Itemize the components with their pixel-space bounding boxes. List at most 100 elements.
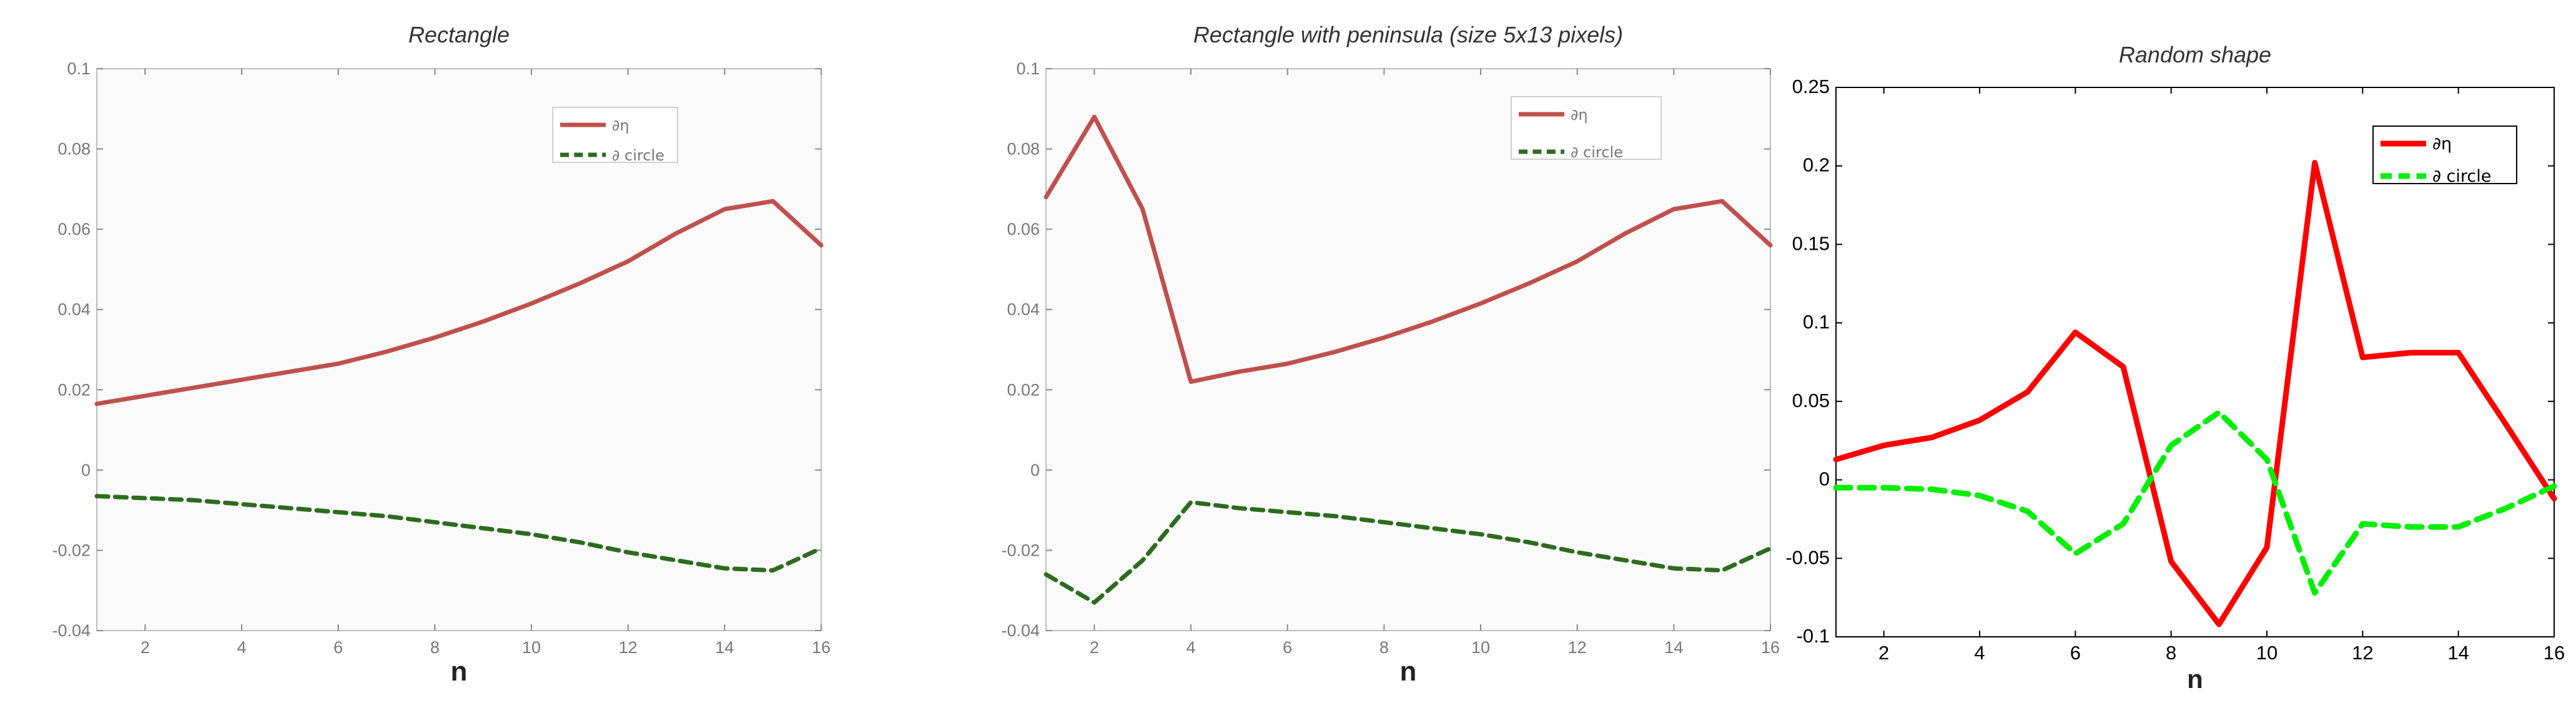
- data-point: [2027, 391, 2028, 393]
- x-tick-label: 4: [1186, 638, 1195, 657]
- y-tick-label: 0: [1030, 461, 1040, 479]
- data-point: [2362, 523, 2363, 524]
- data-point: [1142, 560, 1143, 561]
- data-point: [2266, 459, 2268, 460]
- legend-label: ∂η: [2432, 134, 2452, 154]
- y-tick-label: -0.02: [52, 541, 91, 559]
- chart-panel-rectangle-with-peninsula: Rectangle with peninsula (size 5x13 pixe…: [1001, 22, 1780, 687]
- y-tick-label: 0: [81, 461, 91, 479]
- y-tick-label: 0.08: [57, 140, 91, 159]
- legend-label: ∂ circle: [612, 147, 664, 164]
- y-tick-label: -0.04: [1001, 621, 1040, 640]
- plot-area: [1045, 68, 1771, 631]
- data-point: [1142, 209, 1143, 210]
- data-point: [772, 200, 774, 202]
- x-tick-label: 10: [2256, 642, 2277, 664]
- y-tick-label: 0.04: [57, 300, 91, 319]
- data-point: [1093, 602, 1095, 603]
- data-point: [2075, 332, 2076, 333]
- x-tick-label: 6: [1283, 638, 1292, 657]
- chart-title: Rectangle: [408, 22, 510, 47]
- x-tick-label: 2: [141, 638, 150, 657]
- x-tick-label: 2: [1878, 642, 1889, 664]
- series-line-d-eta: [1833, 160, 2557, 627]
- legend-box: [1511, 96, 1662, 160]
- x-tick-label: 16: [2544, 642, 2565, 664]
- data-point: [1883, 445, 1885, 446]
- data-point: [193, 499, 194, 501]
- data-point: [724, 209, 725, 210]
- y-tick-label: 0.06: [1007, 220, 1040, 239]
- series-line-d-circle: [94, 494, 824, 573]
- y-tick-label: 0.25: [1792, 76, 1830, 97]
- x-tick-label: 12: [1568, 638, 1587, 657]
- legend-box: [552, 107, 678, 163]
- x-tick-label: 8: [2166, 642, 2176, 664]
- series-line-d-circle: [1044, 499, 1773, 605]
- y-tick-label: 0.06: [57, 220, 91, 239]
- y-tick-label: -0.05: [1785, 546, 1830, 568]
- y-tick-label: 0.04: [1007, 300, 1040, 319]
- x-tick-label: 8: [430, 638, 440, 657]
- x-tick-label: 14: [2447, 642, 2469, 664]
- y-tick-label: 0.1: [1016, 59, 1040, 78]
- data-point: [2123, 366, 2124, 368]
- data-point: [821, 548, 822, 549]
- x-tick-label: 8: [1379, 638, 1389, 657]
- x-tick-label: 14: [715, 638, 734, 657]
- data-point: [1770, 548, 1771, 549]
- y-tick-label: 0: [1819, 468, 1830, 490]
- x-tick-label: 10: [522, 638, 541, 657]
- data-point: [2458, 526, 2459, 528]
- y-tick-label: 0.05: [1792, 390, 1830, 411]
- x-tick-label: 16: [812, 638, 831, 657]
- data-point: [772, 570, 774, 571]
- x-tick-label: 10: [1471, 638, 1490, 657]
- data-point: [1238, 371, 1240, 372]
- data-point: [1432, 528, 1433, 529]
- y-tick-label: 0.1: [67, 59, 91, 78]
- x-tick-label: 12: [2352, 642, 2373, 664]
- x-tick-label: 6: [333, 638, 343, 657]
- x-axis-label: n: [451, 656, 468, 687]
- y-tick-label: 0.02: [1007, 380, 1040, 399]
- series-line-d-eta: [94, 199, 824, 406]
- x-tick-label: 16: [1761, 638, 1780, 657]
- x-tick-label: 6: [2070, 642, 2081, 664]
- data-point: [2075, 553, 2076, 554]
- y-tick-label: 0.08: [1007, 140, 1040, 159]
- legend-box: [2372, 125, 2517, 184]
- data-point: [676, 233, 677, 234]
- data-point: [1045, 574, 1047, 575]
- plot-area: [96, 68, 822, 631]
- legend-label: ∂η: [612, 117, 629, 134]
- x-tick-label: 4: [1974, 642, 1985, 664]
- series-line-d-eta: [1044, 114, 1773, 384]
- y-tick-label: -0.04: [52, 621, 91, 640]
- chart-title: Rectangle with peninsula (size 5x13 pixe…: [1193, 22, 1623, 47]
- data-point: [1287, 363, 1288, 364]
- legend-label: ∂ circle: [1571, 144, 1623, 161]
- y-tick-label: -0.1: [1797, 625, 1830, 647]
- data-point: [1835, 459, 1837, 460]
- legend-label: ∂ circle: [2432, 167, 2491, 186]
- chart-title: Random shape: [2119, 42, 2271, 67]
- chart-panel-random-shape: Random shape -0.1 -0.05 0 0.05 0.1 0.15 0.2 0.25…: [1785, 42, 2565, 694]
- series-line-d-circle: [1833, 409, 2557, 596]
- data-point: [1190, 381, 1192, 382]
- data-point: [2362, 357, 2363, 358]
- x-axis-label: n: [1400, 656, 1417, 687]
- data-point: [144, 395, 146, 396]
- chart-panel-rectangle: Rectangle -0.04 -0.02 0 0.02 0.04 0.06 0.08 0.1 2…: [52, 22, 831, 687]
- y-tick-label: 0.1: [1803, 311, 1830, 333]
- data-point: [1190, 501, 1192, 503]
- y-tick-label: 0.02: [57, 380, 91, 399]
- y-tick-label: -0.02: [1001, 541, 1040, 559]
- x-axis-label: n: [2187, 664, 2203, 694]
- data-point: [2458, 352, 2459, 353]
- y-tick-label: 0.2: [1803, 154, 1830, 176]
- data-point: [1287, 511, 1288, 513]
- x-tick-label: 14: [1664, 638, 1683, 657]
- data-point: [724, 568, 725, 569]
